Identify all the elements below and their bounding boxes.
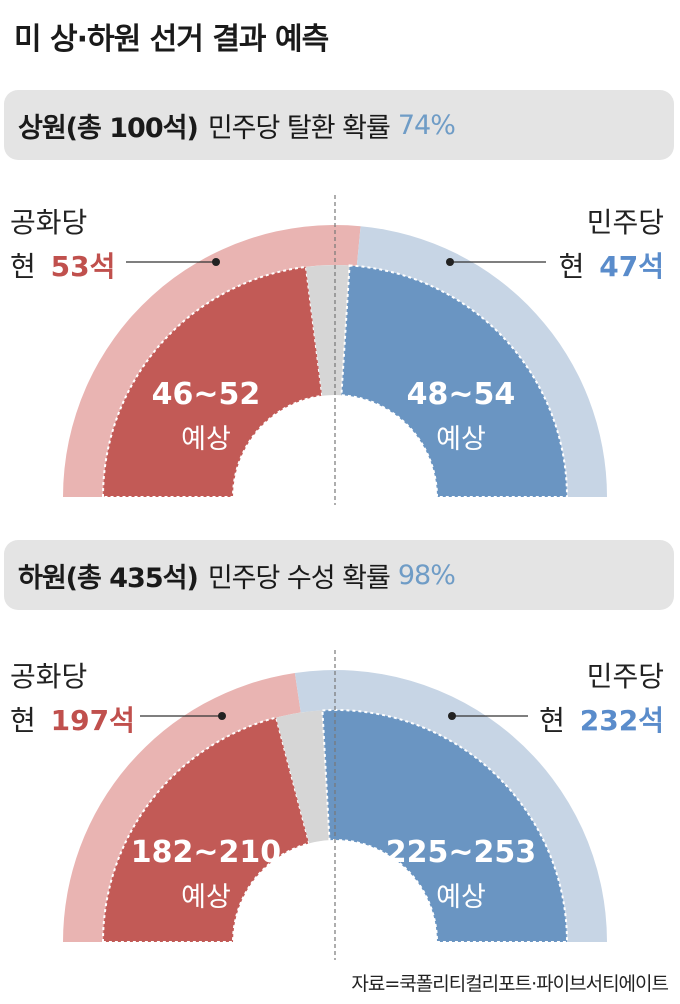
- dem-forecast-word: 예상: [436, 882, 486, 913]
- rep-current-arc: [63, 672, 301, 942]
- dem-current-prefix: 현: [539, 704, 565, 737]
- rep-current-seats: 53석: [51, 250, 116, 283]
- house-probability-description: 민주당 수성 확률: [207, 562, 391, 594]
- rep-forecast-range: 182~210: [131, 835, 281, 870]
- house-probability-value: 98%: [397, 559, 456, 591]
- senate-probability-value: 74%: [397, 109, 456, 141]
- senate-banner: 상원(총 100석) 민주당 탈환 확률 74%: [4, 90, 674, 160]
- rep-forecast-range: 46~52: [152, 377, 261, 412]
- senate-section: 상원(총 100석) 민주당 탈환 확률 74% 공화당 현 53석 민주당 현…: [4, 90, 674, 505]
- rep-party-label: 공화당: [10, 660, 87, 693]
- dem-current-arc: [294, 670, 607, 942]
- rep-current-seats-line: 현 197석: [10, 704, 135, 737]
- senate-chart: 공화당 현 53석 민주당 현 47석 46~52 예상 48~54 예상: [10, 195, 664, 505]
- source-credit: 자료=쿡폴리티컬리포트·파이브서티에이트: [351, 973, 669, 995]
- rep-forecast-word: 예상: [181, 882, 231, 913]
- rep-forecast-arc: [101, 716, 311, 943]
- senate-chamber-label: 상원(총 100석): [18, 112, 199, 144]
- rep-leader-dot: [212, 258, 220, 266]
- dem-party-label: 민주당: [587, 206, 664, 239]
- uncertain-arc: [276, 710, 330, 844]
- dem-current-seats: 47석: [599, 250, 664, 283]
- page-title: 미 상·하원 선거 결과 예측: [14, 22, 329, 57]
- dem-forecast-arc: [340, 264, 569, 498]
- dem-leader-dot: [446, 258, 454, 266]
- house-section: 하원(총 435석) 민주당 수성 확률 98% 공화당 현 197석 민주당 …: [0, 520, 680, 1004]
- dem-party-label: 민주당: [587, 660, 664, 693]
- dem-current-seats-line: 현 47석: [559, 250, 664, 283]
- dem-forecast-word: 예상: [436, 424, 486, 455]
- house-chamber-label: 하원(총 435석): [18, 562, 199, 594]
- house-banner: 하원(총 435석) 민주당 수성 확률 98%: [4, 540, 674, 610]
- senate-probability-description: 민주당 탈환 확률: [207, 112, 391, 144]
- rep-leader-dot: [218, 712, 226, 720]
- rep-current-seats-line: 현 53석: [10, 250, 115, 283]
- rep-current-prefix: 현: [10, 250, 36, 283]
- dem-forecast-range: 48~54: [407, 377, 516, 412]
- dem-forecast-arc: [321, 709, 569, 943]
- rep-forecast-arc: [101, 265, 324, 498]
- uncertain-arc: [305, 265, 350, 396]
- dem-forecast-range: 225~253: [386, 835, 536, 870]
- rep-current-arc: [63, 225, 361, 498]
- dem-current-prefix: 현: [559, 250, 585, 283]
- house-chart: 공화당 현 197석 민주당 현 232석 182~210 예상 225~253…: [10, 650, 664, 960]
- dem-current-arc: [356, 226, 607, 497]
- rep-forecast-word: 예상: [181, 424, 231, 455]
- dem-current-seats-line: 현 232석: [539, 704, 664, 737]
- dem-leader-dot: [448, 712, 456, 720]
- rep-current-seats: 197석: [51, 704, 135, 737]
- rep-current-prefix: 현: [10, 704, 36, 737]
- rep-party-label: 공화당: [10, 206, 87, 239]
- dem-current-seats: 232석: [580, 704, 664, 737]
